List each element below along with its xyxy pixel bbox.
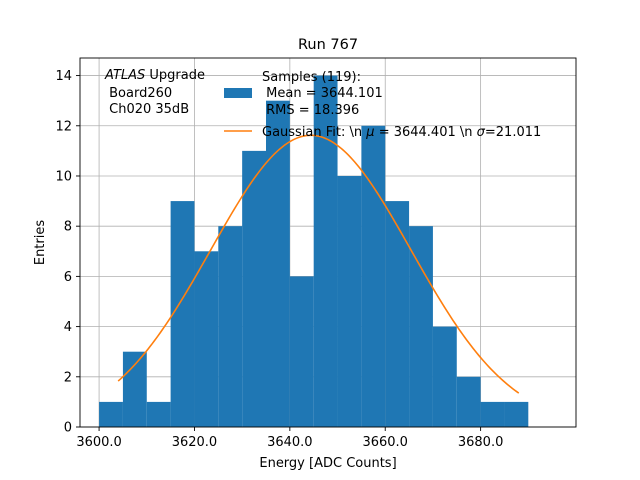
histogram-bar (409, 226, 433, 427)
ticks: 3600.0 3620.0 3640.0 3660.0 3680.0 0 2 4 6 8 10 12 1… (55, 69, 503, 450)
histogram-bar (480, 401, 505, 427)
atlas-label: ATLAS (104, 68, 145, 83)
y-tick-label: 6 (64, 270, 72, 285)
legend-samples-title: Samples (119): (262, 70, 361, 85)
board-label: Board260 (105, 86, 172, 101)
histogram-bar (456, 376, 481, 427)
legend-samples-swatch (224, 88, 252, 98)
x-tick-label: 3660.0 (362, 435, 408, 450)
x-tick-label: 3600.0 (76, 435, 122, 450)
y-tick-label: 12 (55, 119, 72, 134)
x-axis-label: Energy [ADC Counts] (259, 456, 396, 471)
legend-samples-mean: Mean = 3644.101 (262, 86, 383, 101)
histogram-bar (385, 201, 410, 427)
legend-fit-mu-symbol: μ (365, 125, 374, 140)
atlas-annotation: ATLAS Upgrade (104, 68, 205, 83)
channel-label: Ch020 35dB (105, 102, 189, 117)
histogram-bar (313, 75, 338, 428)
legend-fit-label: Gaussian Fit: \n μ = 3644.401 \n σ=21.01… (262, 125, 541, 140)
y-tick-label: 10 (55, 169, 72, 184)
histogram-bars (99, 75, 529, 428)
histogram-bar (218, 226, 243, 427)
histogram-bar (242, 150, 266, 427)
axes (79, 57, 577, 428)
histogram-bar (170, 201, 195, 427)
histogram-bar (504, 401, 529, 427)
legend-samples-rms: RMS = 18.396 (262, 103, 359, 118)
legend-fit-prefix: Gaussian Fit: \n (262, 125, 366, 140)
histogram-bar (432, 326, 457, 427)
x-tick-label: 3680.0 (458, 435, 504, 450)
legend-fit-sigma-symbol: σ (477, 125, 486, 140)
plot-frame (79, 57, 577, 428)
gaussian-fit-layer (117, 134, 520, 394)
chart-title: Run 767 (298, 37, 358, 53)
histogram-bar (194, 251, 219, 427)
histogram-bar (337, 175, 362, 427)
histogram-bar (99, 401, 123, 427)
y-tick-label: 2 (64, 370, 72, 385)
y-tick-label: 14 (55, 69, 72, 84)
x-tick-label: 3640.0 (267, 435, 313, 450)
x-tick-label: 3620.0 (172, 435, 218, 450)
y-tick-label: 0 (64, 421, 72, 436)
legend-fit-suffix: =21.011 (485, 125, 541, 140)
legend-fit-mid: = 3644.401 \n (375, 125, 477, 140)
histogram-bar (266, 100, 290, 428)
gaussian-fit-line (117, 134, 520, 394)
legend: Samples (119): Mean = 3644.101 RMS = 18.… (224, 70, 541, 140)
y-tick-label: 4 (64, 320, 72, 335)
histogram-bar (122, 351, 147, 427)
y-tick-label: 8 (64, 220, 72, 235)
y-axis-label: Entries (33, 220, 48, 266)
atlas-upgrade-label: Upgrade (145, 68, 205, 83)
histogram-bar (146, 401, 171, 427)
histogram-bar (289, 276, 314, 427)
histogram-bar (361, 125, 386, 427)
